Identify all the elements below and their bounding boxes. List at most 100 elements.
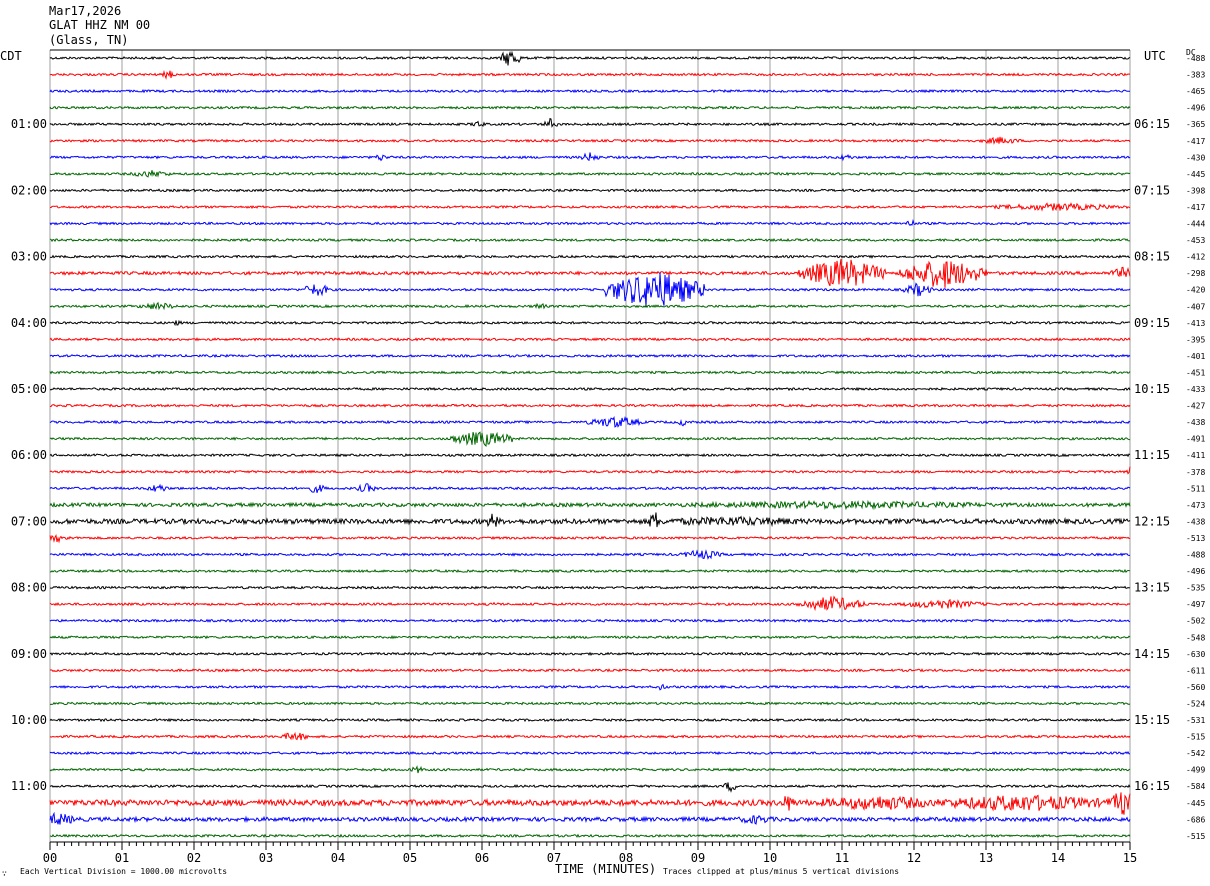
clipping-footnote: Traces clipped at plus/minus 5 vertical … bbox=[663, 867, 900, 876]
dc-offset-label: -444 bbox=[1186, 220, 1205, 229]
trace-row-34 bbox=[49, 618, 1131, 623]
left-hour-label: 09:00 bbox=[11, 647, 47, 661]
left-hour-label: 07:00 bbox=[11, 514, 47, 528]
right-hour-label: 15:15 bbox=[1134, 713, 1170, 727]
x-tick-label: 01 bbox=[115, 851, 129, 865]
time-axis: 00 01 02 03 04 05 06 07 08 09 10 11 12 13 14 15 bbox=[43, 841, 1137, 865]
dc-offset-label: -473 bbox=[1186, 501, 1205, 510]
left-timezone-label: CDT bbox=[0, 49, 22, 63]
trace-row-21 bbox=[49, 403, 1131, 408]
x-tick-label: 04 bbox=[331, 851, 345, 865]
x-tick-label: 13 bbox=[979, 851, 993, 865]
x-tick-label: 05 bbox=[403, 851, 417, 865]
dc-offset-label: -511 bbox=[1186, 484, 1205, 493]
x-axis-title: TIME (MINUTES) bbox=[555, 862, 657, 876]
dc-offset-label: -496 bbox=[1186, 104, 1205, 113]
trace-row-13 bbox=[49, 258, 1131, 288]
trace-row-20 bbox=[49, 386, 1131, 392]
dc-offset-label: -427 bbox=[1186, 402, 1205, 411]
right-hour-label: 14:15 bbox=[1134, 647, 1170, 661]
right-timezone-label: UTC bbox=[1144, 49, 1166, 63]
x-tick-label: 07 bbox=[547, 851, 561, 865]
x-tick-label: 09 bbox=[691, 851, 705, 865]
dc-offset-label: -451 bbox=[1186, 368, 1205, 377]
dc-offset-label: -497 bbox=[1186, 600, 1205, 609]
dc-offset-label: -515 bbox=[1186, 832, 1205, 841]
dc-offset-label: -438 bbox=[1186, 517, 1205, 526]
dc-offset-label: -531 bbox=[1186, 716, 1205, 725]
trace-row-16 bbox=[49, 319, 1131, 327]
dc-offset-label: -430 bbox=[1186, 153, 1205, 162]
dc-offset-label: -548 bbox=[1186, 633, 1205, 642]
right-hour-label: 11:15 bbox=[1134, 448, 1170, 462]
dc-offset-label: -383 bbox=[1186, 71, 1205, 80]
dc-offset-label: -560 bbox=[1186, 683, 1205, 692]
left-hour-label: 03:00 bbox=[11, 250, 47, 264]
trace-row-3 bbox=[49, 105, 1131, 110]
x-tick-label: 08 bbox=[619, 851, 633, 865]
trace-row-0 bbox=[49, 50, 1131, 66]
trace-row-23 bbox=[49, 431, 1131, 447]
right-hour-label: 16:15 bbox=[1134, 779, 1170, 793]
x-tick-label: 15 bbox=[1123, 851, 1137, 865]
dc-offset-header: DC bbox=[1186, 48, 1196, 57]
dc-offset-label: -411 bbox=[1186, 451, 1205, 460]
dc-offset-label: -453 bbox=[1186, 236, 1205, 245]
trace-row-7 bbox=[49, 170, 1131, 178]
left-hour-label: 11:00 bbox=[11, 779, 47, 793]
trace-row-22 bbox=[49, 415, 1131, 428]
dc-offset-label: -499 bbox=[1186, 766, 1205, 775]
dc-offset-label: -686 bbox=[1186, 815, 1205, 824]
trace-row-44 bbox=[49, 782, 1131, 793]
left-hour-label: 05:00 bbox=[11, 382, 47, 396]
dc-offset-label: -395 bbox=[1186, 335, 1205, 344]
trace-row-9 bbox=[49, 202, 1131, 212]
plot-date: Mar17,2026 bbox=[49, 4, 122, 18]
scale-footnote: Each Vertical Division = 1000.00 microvo… bbox=[20, 867, 228, 876]
left-hour-label: 04:00 bbox=[11, 316, 47, 330]
trace-row-39 bbox=[49, 701, 1131, 706]
trace-row-24 bbox=[49, 453, 1131, 458]
seismic-traces bbox=[49, 50, 1131, 838]
dc-offset-label: -513 bbox=[1186, 534, 1205, 543]
dc-offset-label: -491 bbox=[1186, 435, 1205, 444]
right-hour-label: 08:15 bbox=[1134, 250, 1170, 264]
trace-row-25 bbox=[49, 466, 1131, 475]
dc-offset-label: -407 bbox=[1186, 302, 1205, 311]
left-hour-label: 06:00 bbox=[11, 448, 47, 462]
dc-offset-label: -502 bbox=[1186, 617, 1205, 626]
x-tick-label: 02 bbox=[187, 851, 201, 865]
dc-offset-label: -524 bbox=[1186, 699, 1205, 708]
trace-row-4 bbox=[49, 117, 1131, 128]
dc-offset-label: -584 bbox=[1186, 782, 1205, 791]
trace-row-29 bbox=[49, 533, 1131, 544]
trace-row-40 bbox=[49, 717, 1131, 723]
dc-offset-label: -611 bbox=[1186, 666, 1205, 675]
trace-row-15 bbox=[49, 301, 1131, 311]
right-hour-label: 12:15 bbox=[1134, 514, 1170, 528]
x-tick-label: 06 bbox=[475, 851, 489, 865]
trace-row-38 bbox=[49, 683, 1131, 691]
trace-row-47 bbox=[49, 833, 1131, 838]
dc-offset-label: -535 bbox=[1186, 584, 1205, 593]
x-tick-label: 00 bbox=[43, 851, 57, 865]
x-tick-label: 12 bbox=[907, 851, 921, 865]
trace-row-27 bbox=[49, 499, 1131, 511]
dc-offset-label: -445 bbox=[1186, 799, 1205, 808]
right-hour-label: 09:15 bbox=[1134, 316, 1170, 330]
trace-row-37 bbox=[49, 668, 1131, 673]
dc-offset-label: -401 bbox=[1186, 352, 1205, 361]
dc-offset-label: -417 bbox=[1186, 203, 1205, 212]
dc-offset-label: -420 bbox=[1186, 286, 1205, 295]
left-hour-label: 08:00 bbox=[11, 581, 47, 595]
dc-offset-label: -365 bbox=[1186, 120, 1205, 129]
trace-row-31 bbox=[49, 568, 1131, 574]
trace-row-32 bbox=[49, 585, 1131, 590]
dc-offset-label: -417 bbox=[1186, 137, 1205, 146]
dc-offset-label: -413 bbox=[1186, 319, 1205, 328]
dc-offset-label: -398 bbox=[1186, 186, 1205, 195]
right-hour-label: 07:15 bbox=[1134, 183, 1170, 197]
grid-lines bbox=[49, 49, 1131, 842]
trace-row-43 bbox=[49, 765, 1131, 774]
